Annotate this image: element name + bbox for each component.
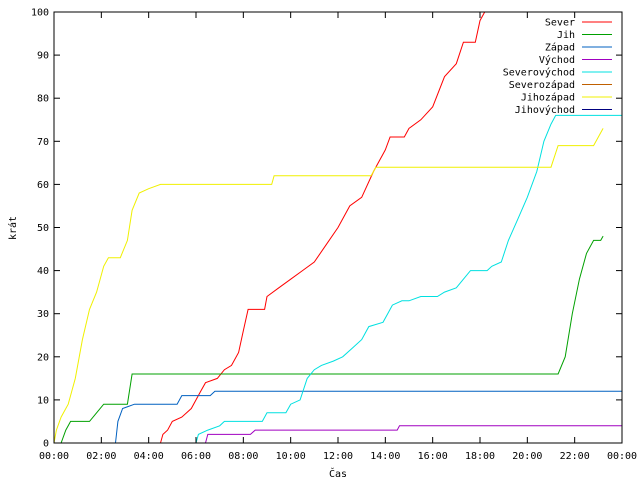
y-axis-label: krát — [7, 216, 19, 240]
y-tick-label: 50 — [37, 223, 49, 234]
x-tick-label: 04:00 — [134, 451, 164, 462]
y-tick-label: 40 — [37, 266, 49, 277]
x-tick-label: 10:00 — [276, 451, 306, 462]
x-tick-label: 06:00 — [181, 451, 211, 462]
legend-label: Sever — [545, 18, 575, 29]
series-line-5 — [195, 114, 622, 444]
x-tick-label: 02:00 — [86, 451, 116, 462]
x-tick-label: 00:00 — [607, 451, 637, 462]
x-tick-label: 18:00 — [465, 451, 495, 462]
y-tick-label: 90 — [37, 51, 49, 62]
y-tick-label: 60 — [37, 180, 49, 191]
x-tick-label: 20:00 — [512, 451, 542, 462]
x-axis-label: Čas — [329, 467, 347, 480]
legend-label: Jihozápad — [521, 92, 575, 104]
y-tick-label: 30 — [37, 309, 49, 320]
y-tick-label: 80 — [37, 94, 49, 105]
series-line-4 — [205, 425, 622, 444]
legend-label: Východ — [539, 54, 575, 66]
x-tick-label: 22:00 — [560, 451, 590, 462]
series-line-1 — [160, 11, 486, 444]
x-tick-label: 12:00 — [323, 451, 353, 462]
x-tick-label: 08:00 — [228, 451, 258, 462]
ticks-layer: 0 10 20 30 40 50 60 70 80 90 100 00:00 02:00 04:00 06:… — [31, 8, 637, 463]
series-line-7 — [53, 128, 604, 444]
legend-label: Severozápad — [509, 79, 575, 91]
y-tick-label: 100 — [31, 8, 49, 19]
legend-label: Západ — [545, 42, 575, 54]
y-tick-label: 10 — [37, 395, 49, 406]
legend-label: Jihovýchod — [515, 104, 575, 116]
x-tick-label: 00:00 — [39, 451, 69, 462]
y-tick-label: 0 — [43, 439, 49, 450]
legend: SeverJihZápadVýchodSeverovýchodSeverozáp… — [503, 18, 612, 116]
x-tick-label: 16:00 — [418, 451, 448, 462]
series-layer — [53, 11, 622, 444]
series-line-3 — [115, 390, 622, 444]
legend-label: Jih — [557, 30, 575, 41]
series-line-2 — [54, 235, 604, 444]
x-tick-label: 14:00 — [370, 451, 400, 462]
y-tick-label: 70 — [37, 137, 49, 148]
y-tick-label: 20 — [37, 352, 49, 363]
legend-label: Severovýchod — [503, 67, 575, 79]
